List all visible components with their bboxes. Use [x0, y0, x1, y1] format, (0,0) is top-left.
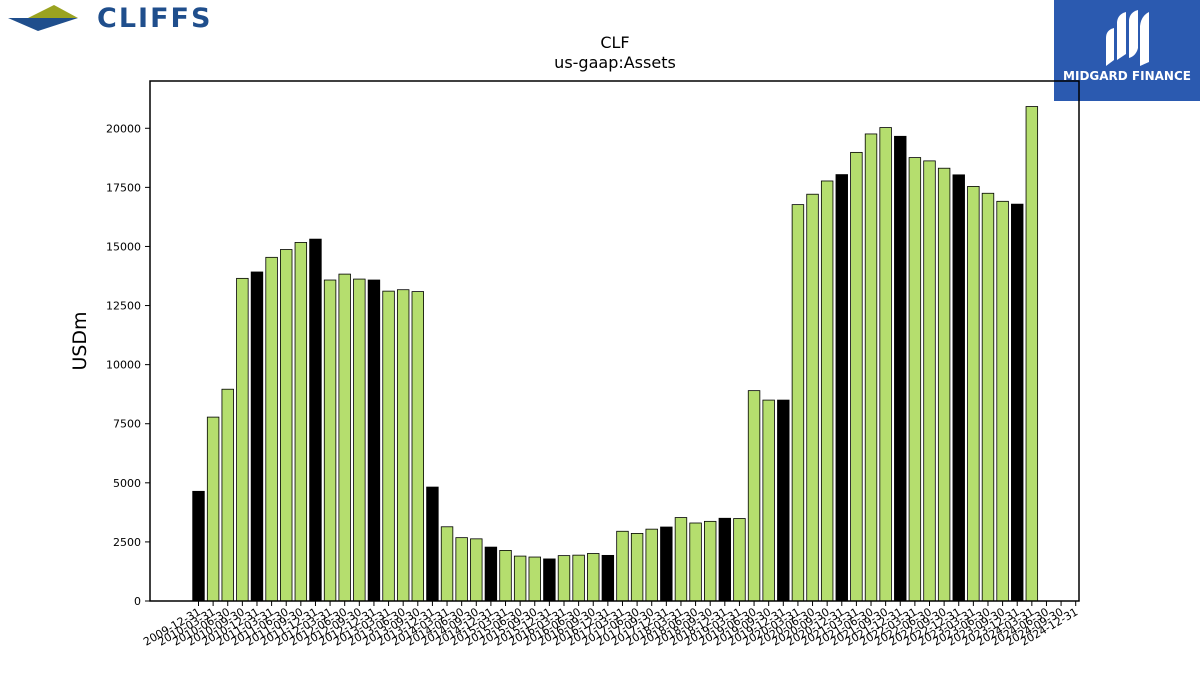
bar — [513, 555, 527, 602]
bar — [1011, 203, 1024, 602]
bar — [221, 388, 234, 602]
bar — [806, 193, 819, 602]
midgard-emblem-icon — [1106, 10, 1149, 66]
bar — [411, 291, 425, 602]
bar — [382, 290, 395, 602]
x-axis-ticks: 2009-12-312010-03-312010-06-302010-09-30… — [141, 601, 1080, 649]
bar — [265, 256, 278, 602]
cliffs-wordmark: CLIFFS — [97, 3, 213, 34]
bar — [557, 555, 571, 602]
y-tick-label: 12500 — [106, 300, 141, 313]
bar — [616, 530, 629, 602]
bar — [309, 238, 322, 602]
bar — [572, 554, 585, 602]
y-tick-label: 5000 — [113, 477, 141, 490]
bar — [440, 526, 454, 602]
bar — [937, 167, 951, 602]
bar — [674, 517, 688, 602]
bar — [455, 537, 468, 602]
bar — [587, 553, 600, 602]
bar — [762, 399, 775, 602]
bar — [367, 279, 381, 602]
bar — [396, 289, 410, 602]
bar — [206, 416, 220, 602]
bar — [777, 399, 790, 602]
bar — [894, 135, 907, 602]
bar — [484, 546, 498, 602]
y-axis-label: USDm — [69, 311, 91, 370]
y-axis-ticks: 0 2500 5000 7500 10000 12500 15000 17500 20000 — [106, 122, 150, 608]
bar — [835, 174, 848, 602]
bar — [338, 273, 351, 602]
y-tick-label: 20000 — [106, 122, 141, 135]
bar — [791, 204, 805, 602]
bar-series — [192, 106, 1039, 602]
bar — [820, 180, 834, 602]
y-tick-label: 7500 — [113, 418, 141, 431]
bar — [660, 526, 673, 602]
bar — [470, 538, 483, 602]
bar — [981, 192, 995, 602]
bar — [718, 517, 732, 602]
bar — [192, 490, 205, 602]
bar — [630, 533, 644, 602]
bar — [280, 249, 293, 602]
bar — [601, 554, 615, 602]
bar — [353, 278, 366, 602]
y-tick-label: 2500 — [113, 536, 141, 549]
y-tick-label: 15000 — [106, 240, 141, 253]
bar — [733, 518, 746, 602]
chart-title: CLF — [600, 33, 629, 52]
chart-subtitle: us-gaap:Assets — [554, 53, 676, 72]
bar — [294, 242, 308, 602]
bar — [996, 200, 1009, 602]
bar — [1025, 106, 1039, 602]
bar — [528, 556, 541, 602]
bar — [645, 528, 658, 602]
bar — [967, 186, 980, 602]
bar — [850, 151, 863, 602]
bar — [543, 558, 556, 602]
bar — [250, 271, 264, 602]
plot-frame — [149, 80, 1080, 602]
bar — [236, 277, 249, 602]
y-tick-label: 10000 — [106, 359, 141, 372]
bar — [908, 157, 922, 602]
bar — [864, 133, 878, 602]
cliffs-emblem-icon — [8, 5, 78, 31]
y-tick-label: 17500 — [106, 181, 141, 194]
bar — [704, 520, 717, 602]
bar — [747, 390, 761, 602]
bar — [426, 486, 439, 602]
y-tick-label: 0 — [134, 595, 141, 608]
cliffs-logo: CLIFFS — [8, 3, 248, 36]
midgard-finance-wordmark: MIDGARD FINANCE — [1063, 69, 1191, 83]
bar — [689, 522, 702, 602]
bar — [323, 279, 337, 602]
bar — [879, 127, 892, 602]
bar — [499, 550, 512, 602]
bar — [952, 174, 965, 602]
bar — [923, 160, 936, 602]
